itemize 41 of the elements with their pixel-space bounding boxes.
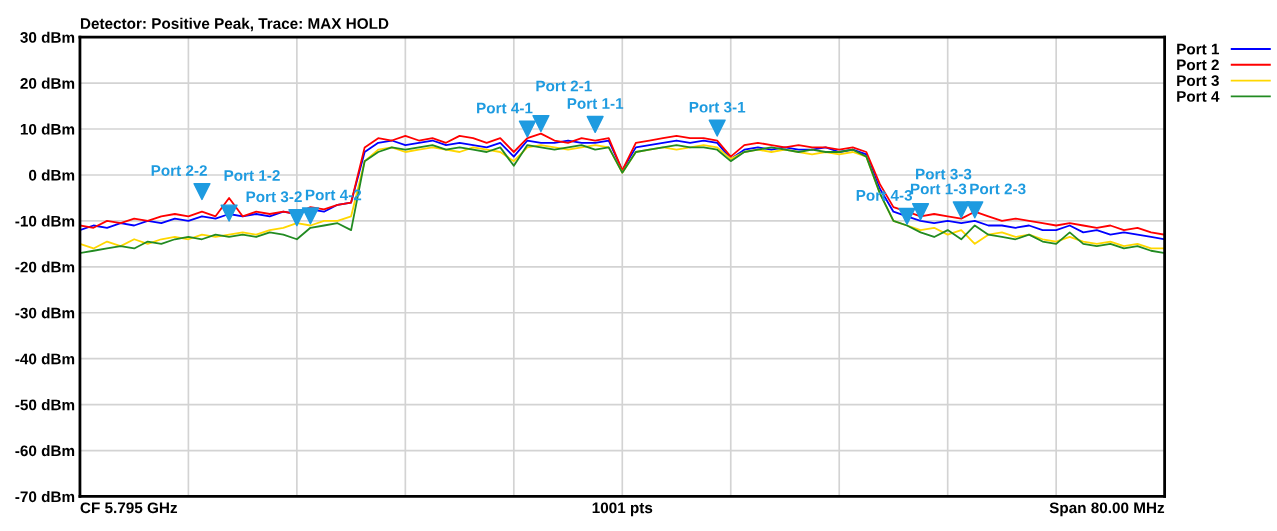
y-tick-label: 30 dBm <box>20 31 75 43</box>
y-tick-label: -50 dBm <box>15 399 75 411</box>
text: CF 5.795 GHz <box>80 502 178 514</box>
legend-label: Port 1 <box>1177 43 1220 55</box>
y-tick-label: -30 dBm <box>15 307 75 319</box>
data-label: Port 1-3 <box>910 183 967 195</box>
y-tick-label: -20 dBm <box>15 261 75 273</box>
data-label: Port 3-3 <box>916 168 972 180</box>
data-label: Port 3-1 <box>689 101 746 113</box>
y-tick-label: 0 dBm <box>28 169 75 181</box>
point <box>532 114 550 133</box>
text: 1001 pts <box>592 502 653 517</box>
data-label: Port 2-1 <box>536 80 592 92</box>
data-label: Port 1-2 <box>224 170 280 181</box>
point <box>518 120 536 138</box>
y-tick-label: -10 dBm <box>15 215 75 227</box>
chart-title: Detector: Positive Peak, Trace: MAX HOLD <box>80 17 389 32</box>
data-label: Port 4-1 <box>477 102 533 114</box>
point <box>966 201 984 219</box>
data-label: Port 2-3 <box>970 183 1026 195</box>
data-label: Port 1-1 <box>567 98 624 109</box>
y-tick-label: -70 dBm <box>15 490 75 503</box>
data-label: Port 2-2 <box>151 165 207 176</box>
y-tick-label: 10 dBm <box>20 123 75 135</box>
point <box>911 203 930 221</box>
point <box>288 209 306 227</box>
legend-label: Port 2 <box>1177 59 1219 71</box>
text: Span 80.00 MHz <box>1049 502 1165 517</box>
point <box>193 182 211 201</box>
point <box>898 207 916 225</box>
point <box>586 115 604 134</box>
legend-label: Port 3 <box>1177 75 1219 87</box>
point <box>952 201 970 219</box>
y-tick-label: -40 dBm <box>15 353 75 365</box>
data-label: Port 3-2 <box>246 191 302 203</box>
point <box>301 207 320 225</box>
y-tick-label: 20 dBm <box>20 77 75 89</box>
y-tick-label: -60 dBm <box>15 445 75 457</box>
point <box>220 204 238 222</box>
point <box>708 119 726 137</box>
legend-label: Port 4 <box>1177 91 1220 102</box>
